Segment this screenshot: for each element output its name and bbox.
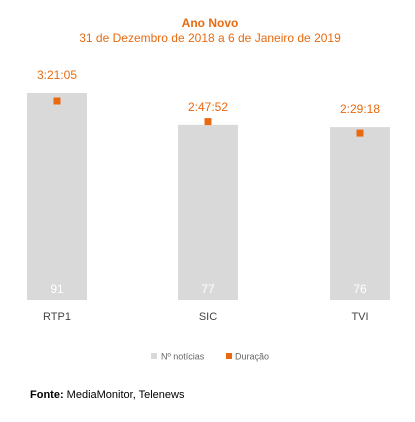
duration-marker-tvi xyxy=(356,129,364,137)
legend-swatch-duration xyxy=(226,353,232,359)
bar-rtp1 xyxy=(27,93,87,300)
bar-tvi xyxy=(330,127,390,300)
chart-subtitle: 31 de Dezembro de 2018 a 6 de Janeiro de… xyxy=(79,31,341,45)
count-label-sic: 77 xyxy=(201,282,215,296)
legend: Nº notícias Duração xyxy=(151,352,269,362)
duration-marker-sic xyxy=(204,118,212,126)
x-tick-rtp1: RTP1 xyxy=(43,311,71,323)
x-tick-sic: SIC xyxy=(199,311,217,323)
legend-swatch-count xyxy=(151,353,157,359)
source-note: Fonte: MediaMonitor, Telenews xyxy=(30,389,184,401)
count-label-tvi: 76 xyxy=(353,282,367,296)
source-label: Fonte: xyxy=(30,389,64,401)
x-tick-tvi: TVI xyxy=(351,311,368,323)
duration-marker-rtp1 xyxy=(53,97,61,105)
duration-label-rtp1: 3:21:05 xyxy=(37,68,77,82)
duration-label-sic: 2:47:52 xyxy=(188,100,228,114)
count-label-rtp1: 91 xyxy=(50,282,64,296)
bar-sic xyxy=(178,124,238,300)
chart-title: Ano Novo xyxy=(182,16,239,30)
legend-label-duration: Duração xyxy=(235,352,269,362)
source-text: MediaMonitor, Telenews xyxy=(66,389,185,401)
plot-area: 91 3:21:05 RTP1 77 2:47:52 SIC 76 2:29:18 TVI xyxy=(27,68,390,323)
legend-label-count: Nº notícias xyxy=(161,352,205,362)
duration-label-tvi: 2:29:18 xyxy=(340,102,380,116)
